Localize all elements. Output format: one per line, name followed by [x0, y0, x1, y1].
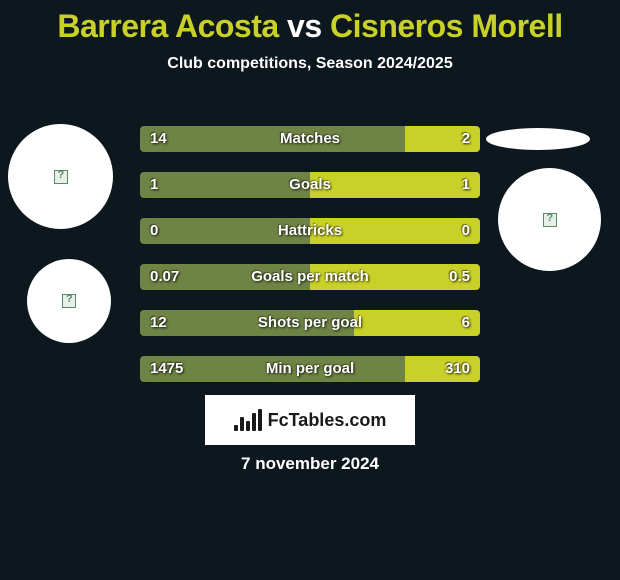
fctables-logo: FcTables.com [205, 395, 415, 445]
title-player1: Barrera Acosta [57, 8, 278, 44]
stat-bar-left [140, 218, 310, 244]
stat-bar-left [140, 172, 310, 198]
placeholder-icon [62, 294, 76, 308]
date-label: 7 november 2024 [0, 454, 620, 474]
stat-bar-right [405, 356, 480, 382]
stat-bar-right [405, 126, 480, 152]
player2-club [498, 168, 601, 271]
logo-text: FcTables.com [268, 410, 387, 431]
stat-bar-left [140, 126, 405, 152]
stats-bars: Matches142 Goals11 Hattricks00 Goals per ma… [140, 126, 480, 402]
title-vs: vs [287, 8, 322, 44]
stat-row: Goals11 [140, 172, 480, 198]
stat-bar-right [310, 264, 480, 290]
title-player2: Cisneros Morell [330, 8, 563, 44]
subtitle: Club competitions, Season 2024/2025 [0, 55, 620, 73]
stat-bar-right [310, 172, 480, 198]
page-title: Barrera Acosta vs Cisneros Morell [0, 0, 620, 45]
stat-bar-left [140, 310, 354, 336]
stat-row: Goals per match0.070.5 [140, 264, 480, 290]
stat-bar-right [354, 310, 480, 336]
infographic-container: Barrera Acosta vs Cisneros Morell Club c… [0, 0, 620, 580]
player1-club [27, 259, 111, 343]
stat-row: Shots per goal126 [140, 310, 480, 336]
stat-bar-right [310, 218, 480, 244]
stat-row: Hattricks00 [140, 218, 480, 244]
stat-bar-left [140, 356, 405, 382]
stat-bar-left [140, 264, 310, 290]
stat-row: Min per goal1475310 [140, 356, 480, 382]
placeholder-icon [543, 213, 557, 227]
player1-photo [8, 124, 113, 229]
placeholder-icon [54, 170, 68, 184]
player2-photo [486, 128, 590, 150]
stat-row: Matches142 [140, 126, 480, 152]
logo-bars-icon [234, 409, 262, 431]
